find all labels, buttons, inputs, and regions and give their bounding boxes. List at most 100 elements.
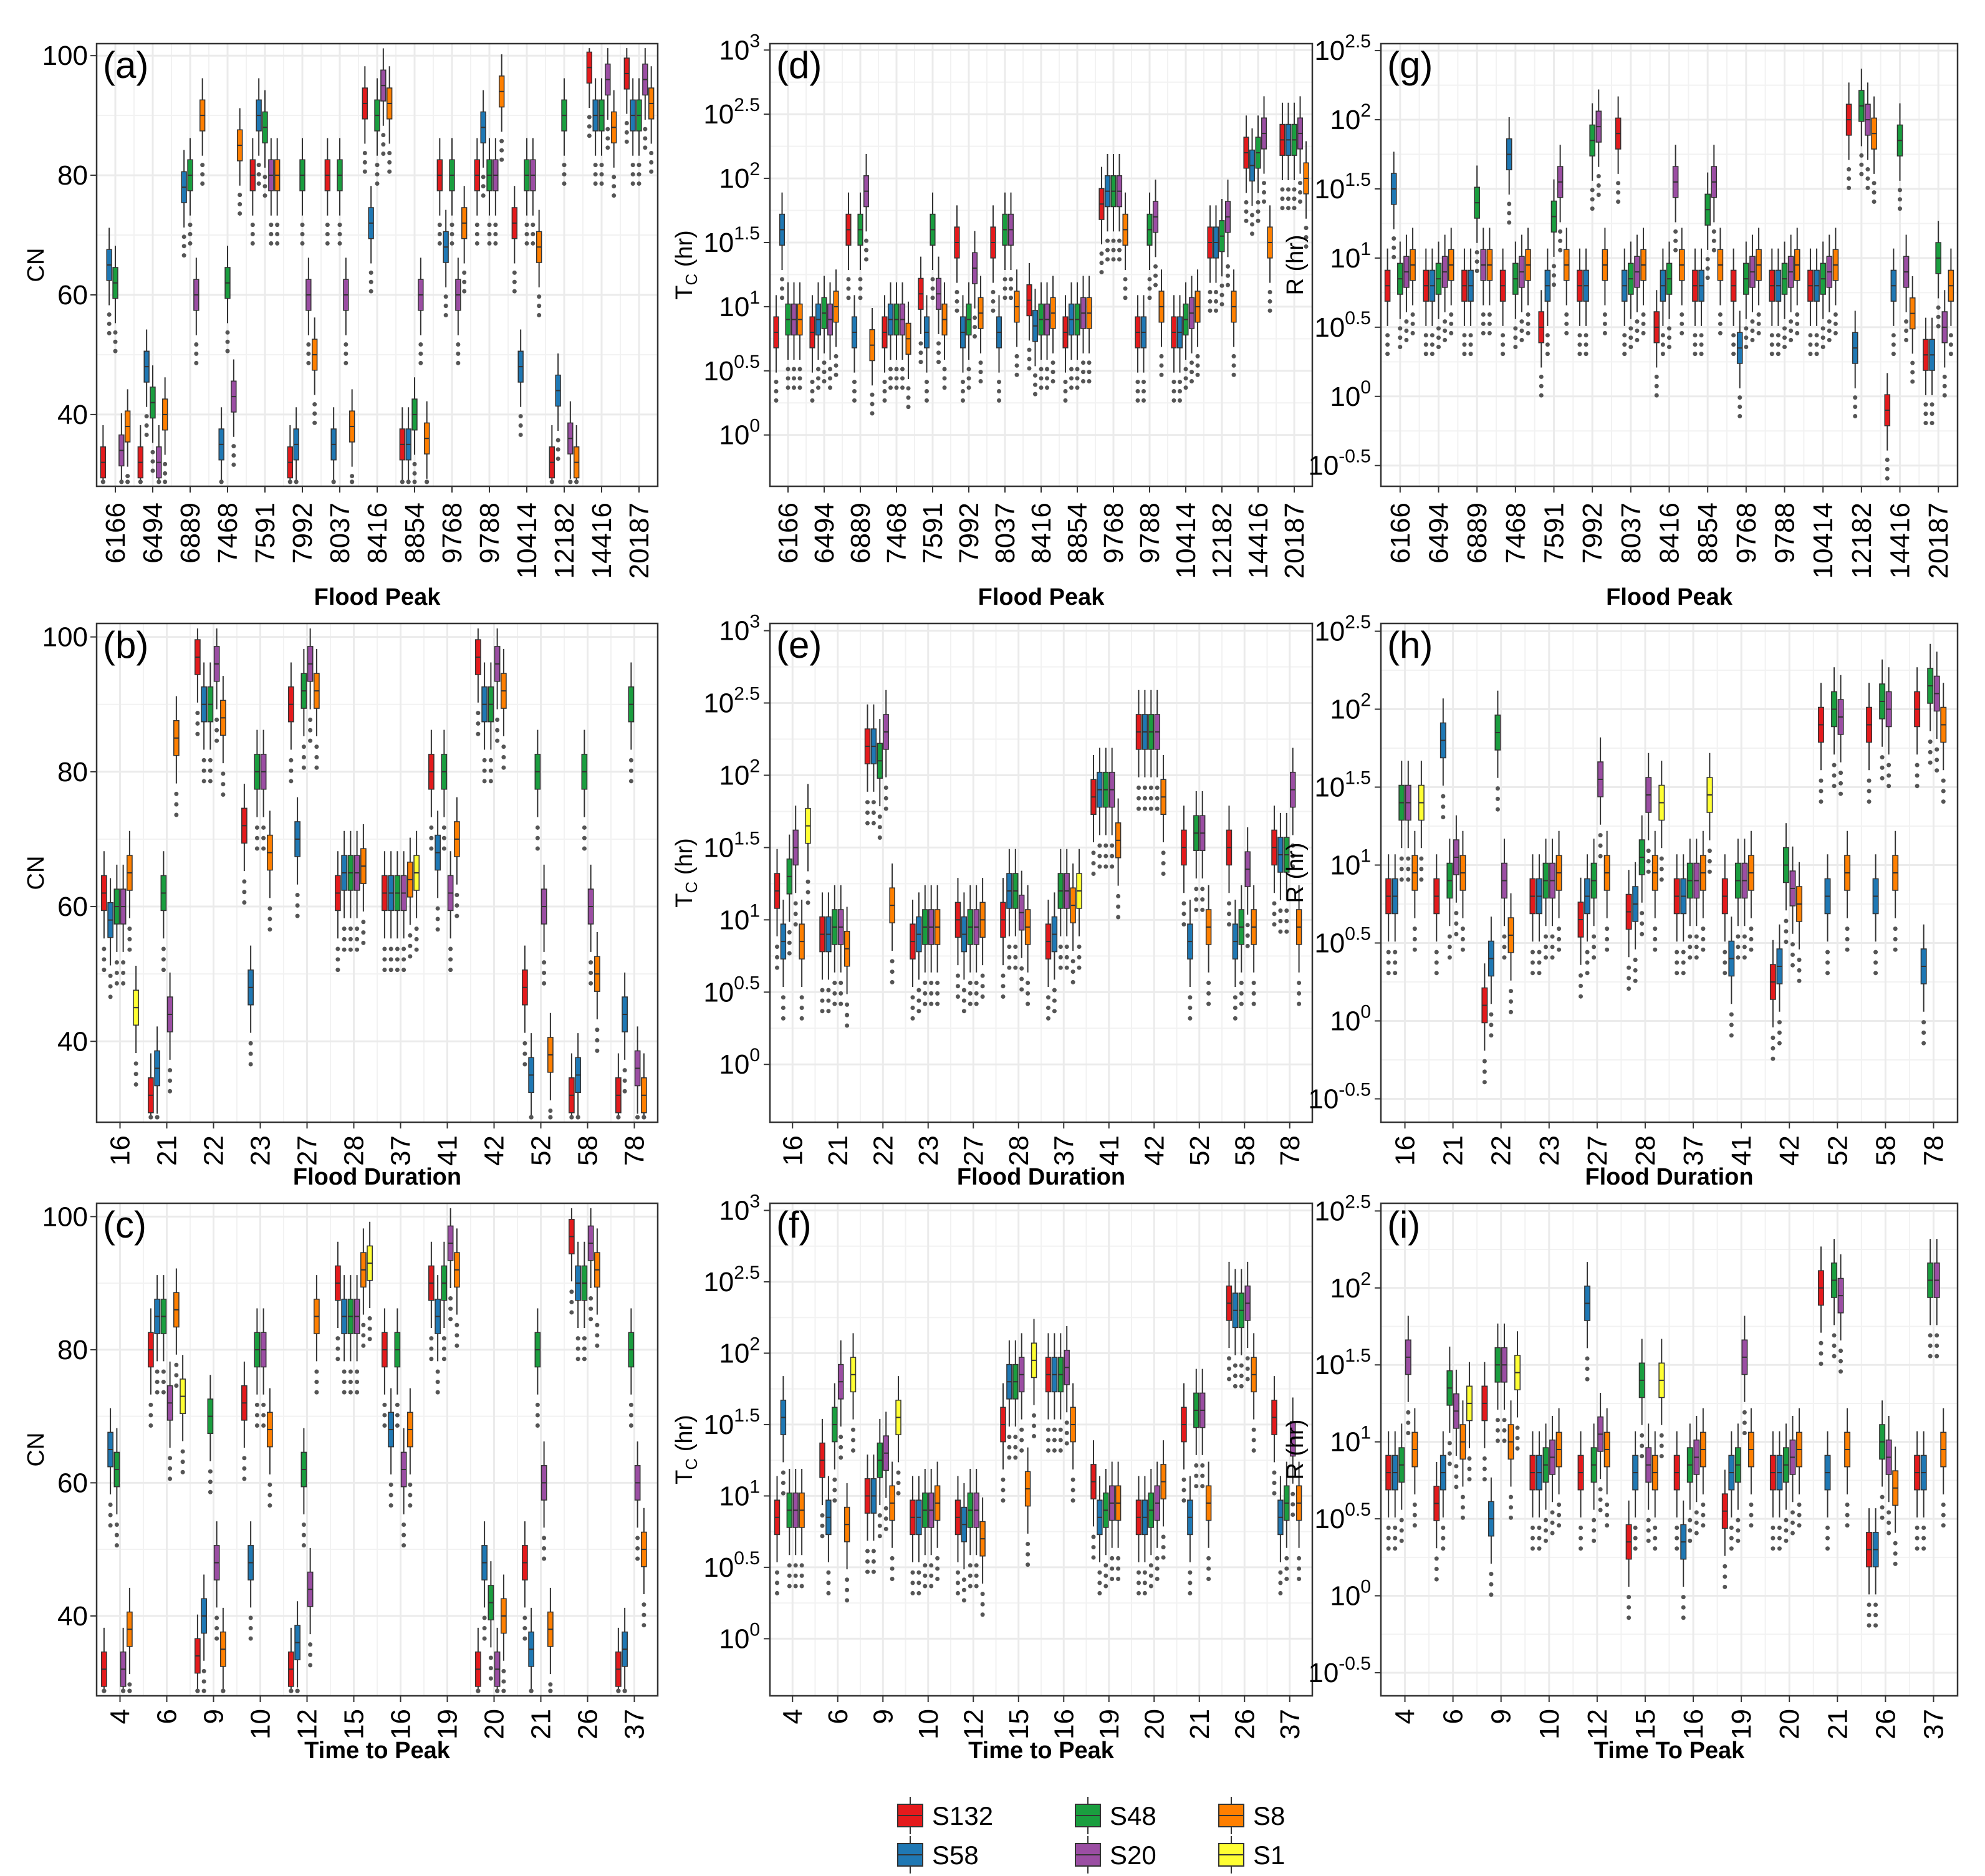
outlier-point	[388, 946, 393, 951]
outlier-point	[180, 1449, 185, 1454]
outlier-point	[482, 1636, 487, 1641]
outlier-point	[548, 1682, 553, 1687]
outlier-point	[1423, 342, 1428, 347]
outlier-point	[635, 1546, 640, 1551]
x-tick-label: 7992	[954, 503, 984, 564]
outlier-point	[1404, 319, 1409, 324]
box-S132-37	[1673, 854, 1680, 976]
box-S132-9	[864, 1455, 871, 1574]
y-tick-label: 100.5	[1314, 308, 1371, 343]
outlier-point	[1646, 849, 1651, 854]
outlier-point	[1742, 945, 1747, 950]
outlier-point	[1633, 1536, 1638, 1541]
x-tick-label: 27	[1582, 1135, 1613, 1166]
box-S8-9	[1507, 1400, 1514, 1520]
outlier-point	[1771, 1526, 1776, 1531]
outlier-point	[1495, 796, 1500, 801]
y-tick-exponent: 0.5	[734, 352, 760, 372]
outlier-point	[1052, 1448, 1057, 1453]
outlier-point	[1673, 248, 1678, 253]
box-S8-4	[127, 1587, 133, 1693]
outlier-point	[1434, 950, 1439, 955]
box-S20-6166	[1403, 234, 1410, 342]
box-S132-7468	[882, 295, 888, 403]
box-S132-6	[1433, 1462, 1440, 1582]
outlier-point	[839, 981, 844, 986]
outlier-point	[980, 1612, 985, 1617]
box-S8-21	[844, 907, 850, 1028]
box-S20-9788	[1152, 180, 1159, 287]
outlier-point	[589, 1317, 594, 1322]
box-S132-14416	[586, 48, 593, 138]
outlier-point	[1194, 1463, 1199, 1468]
outlier-point	[435, 1369, 440, 1374]
y-tick-label: 101.5	[1314, 1345, 1371, 1380]
outlier-point	[335, 1346, 340, 1351]
outlier-point	[961, 1577, 966, 1582]
outlier-point	[1147, 277, 1152, 282]
box-S20-20	[1154, 1461, 1160, 1582]
outlier-point	[1507, 211, 1512, 216]
y-tick-label: 101.5	[703, 223, 760, 258]
box-S20-6	[1453, 1369, 1459, 1489]
y-tick-base: 10	[1308, 451, 1339, 481]
outlier-point	[1007, 1435, 1012, 1440]
box-S58-6889	[851, 295, 858, 403]
outlier-point	[864, 248, 869, 253]
box-S8-12	[314, 1275, 320, 1395]
outlier-point	[1032, 373, 1037, 378]
outlier-point	[1460, 1505, 1465, 1510]
outlier-point	[845, 1587, 850, 1592]
outlier-point	[1155, 806, 1160, 811]
outlier-point	[1058, 965, 1063, 970]
outlier-point	[935, 1556, 940, 1561]
box-S132-20	[1135, 1476, 1142, 1595]
outlier-point	[624, 130, 629, 135]
outlier-point	[1832, 1354, 1837, 1359]
box-S48-8854	[411, 377, 418, 484]
outlier-point	[1885, 476, 1890, 481]
y-tick-label: 101.5	[703, 828, 760, 863]
outlier-point	[1075, 367, 1080, 372]
outlier-point	[1592, 1518, 1597, 1522]
outlier-point	[1136, 1590, 1141, 1595]
box-S8-16	[799, 899, 805, 1021]
outlier-point	[1290, 843, 1295, 848]
outlier-point	[1808, 342, 1813, 347]
outlier-point	[996, 398, 1001, 403]
box-S8-12	[1603, 1408, 1610, 1528]
outlier-point	[871, 1569, 876, 1574]
outlier-point	[923, 1584, 928, 1589]
outlier-point	[1105, 248, 1110, 253]
outlier-point	[1579, 973, 1584, 978]
box-S48-12182	[561, 78, 567, 186]
box-S58-22	[1488, 916, 1494, 1038]
box-S48-16	[1398, 761, 1405, 882]
box-S8-23	[1555, 830, 1562, 952]
box-S58-12182	[1213, 205, 1219, 313]
outlier-point	[522, 1626, 527, 1631]
outlier-point	[1718, 321, 1723, 326]
outlier-point	[828, 385, 833, 390]
box-S132-22	[1481, 963, 1488, 1085]
box-S132-16	[774, 849, 781, 970]
outlier-point	[1200, 1463, 1205, 1468]
outlier-point	[335, 946, 340, 951]
outlier-point	[148, 1402, 153, 1407]
outlier-point	[582, 825, 587, 830]
outlier-point	[582, 1346, 587, 1351]
outlier-point	[582, 835, 587, 840]
outlier-point	[1537, 950, 1542, 955]
outlier-point	[1627, 986, 1632, 991]
outlier-point	[1087, 379, 1092, 384]
box-S8-19	[1747, 1408, 1754, 1528]
box-S20-21	[837, 885, 844, 1006]
box-S20-22	[883, 690, 889, 811]
outlier-point	[1744, 345, 1749, 350]
box-S20-19	[447, 1208, 454, 1322]
panel-label: (a)	[103, 44, 148, 86]
outlier-point	[1070, 1488, 1075, 1493]
outlier-point	[361, 920, 366, 925]
outlier-point	[973, 334, 978, 339]
